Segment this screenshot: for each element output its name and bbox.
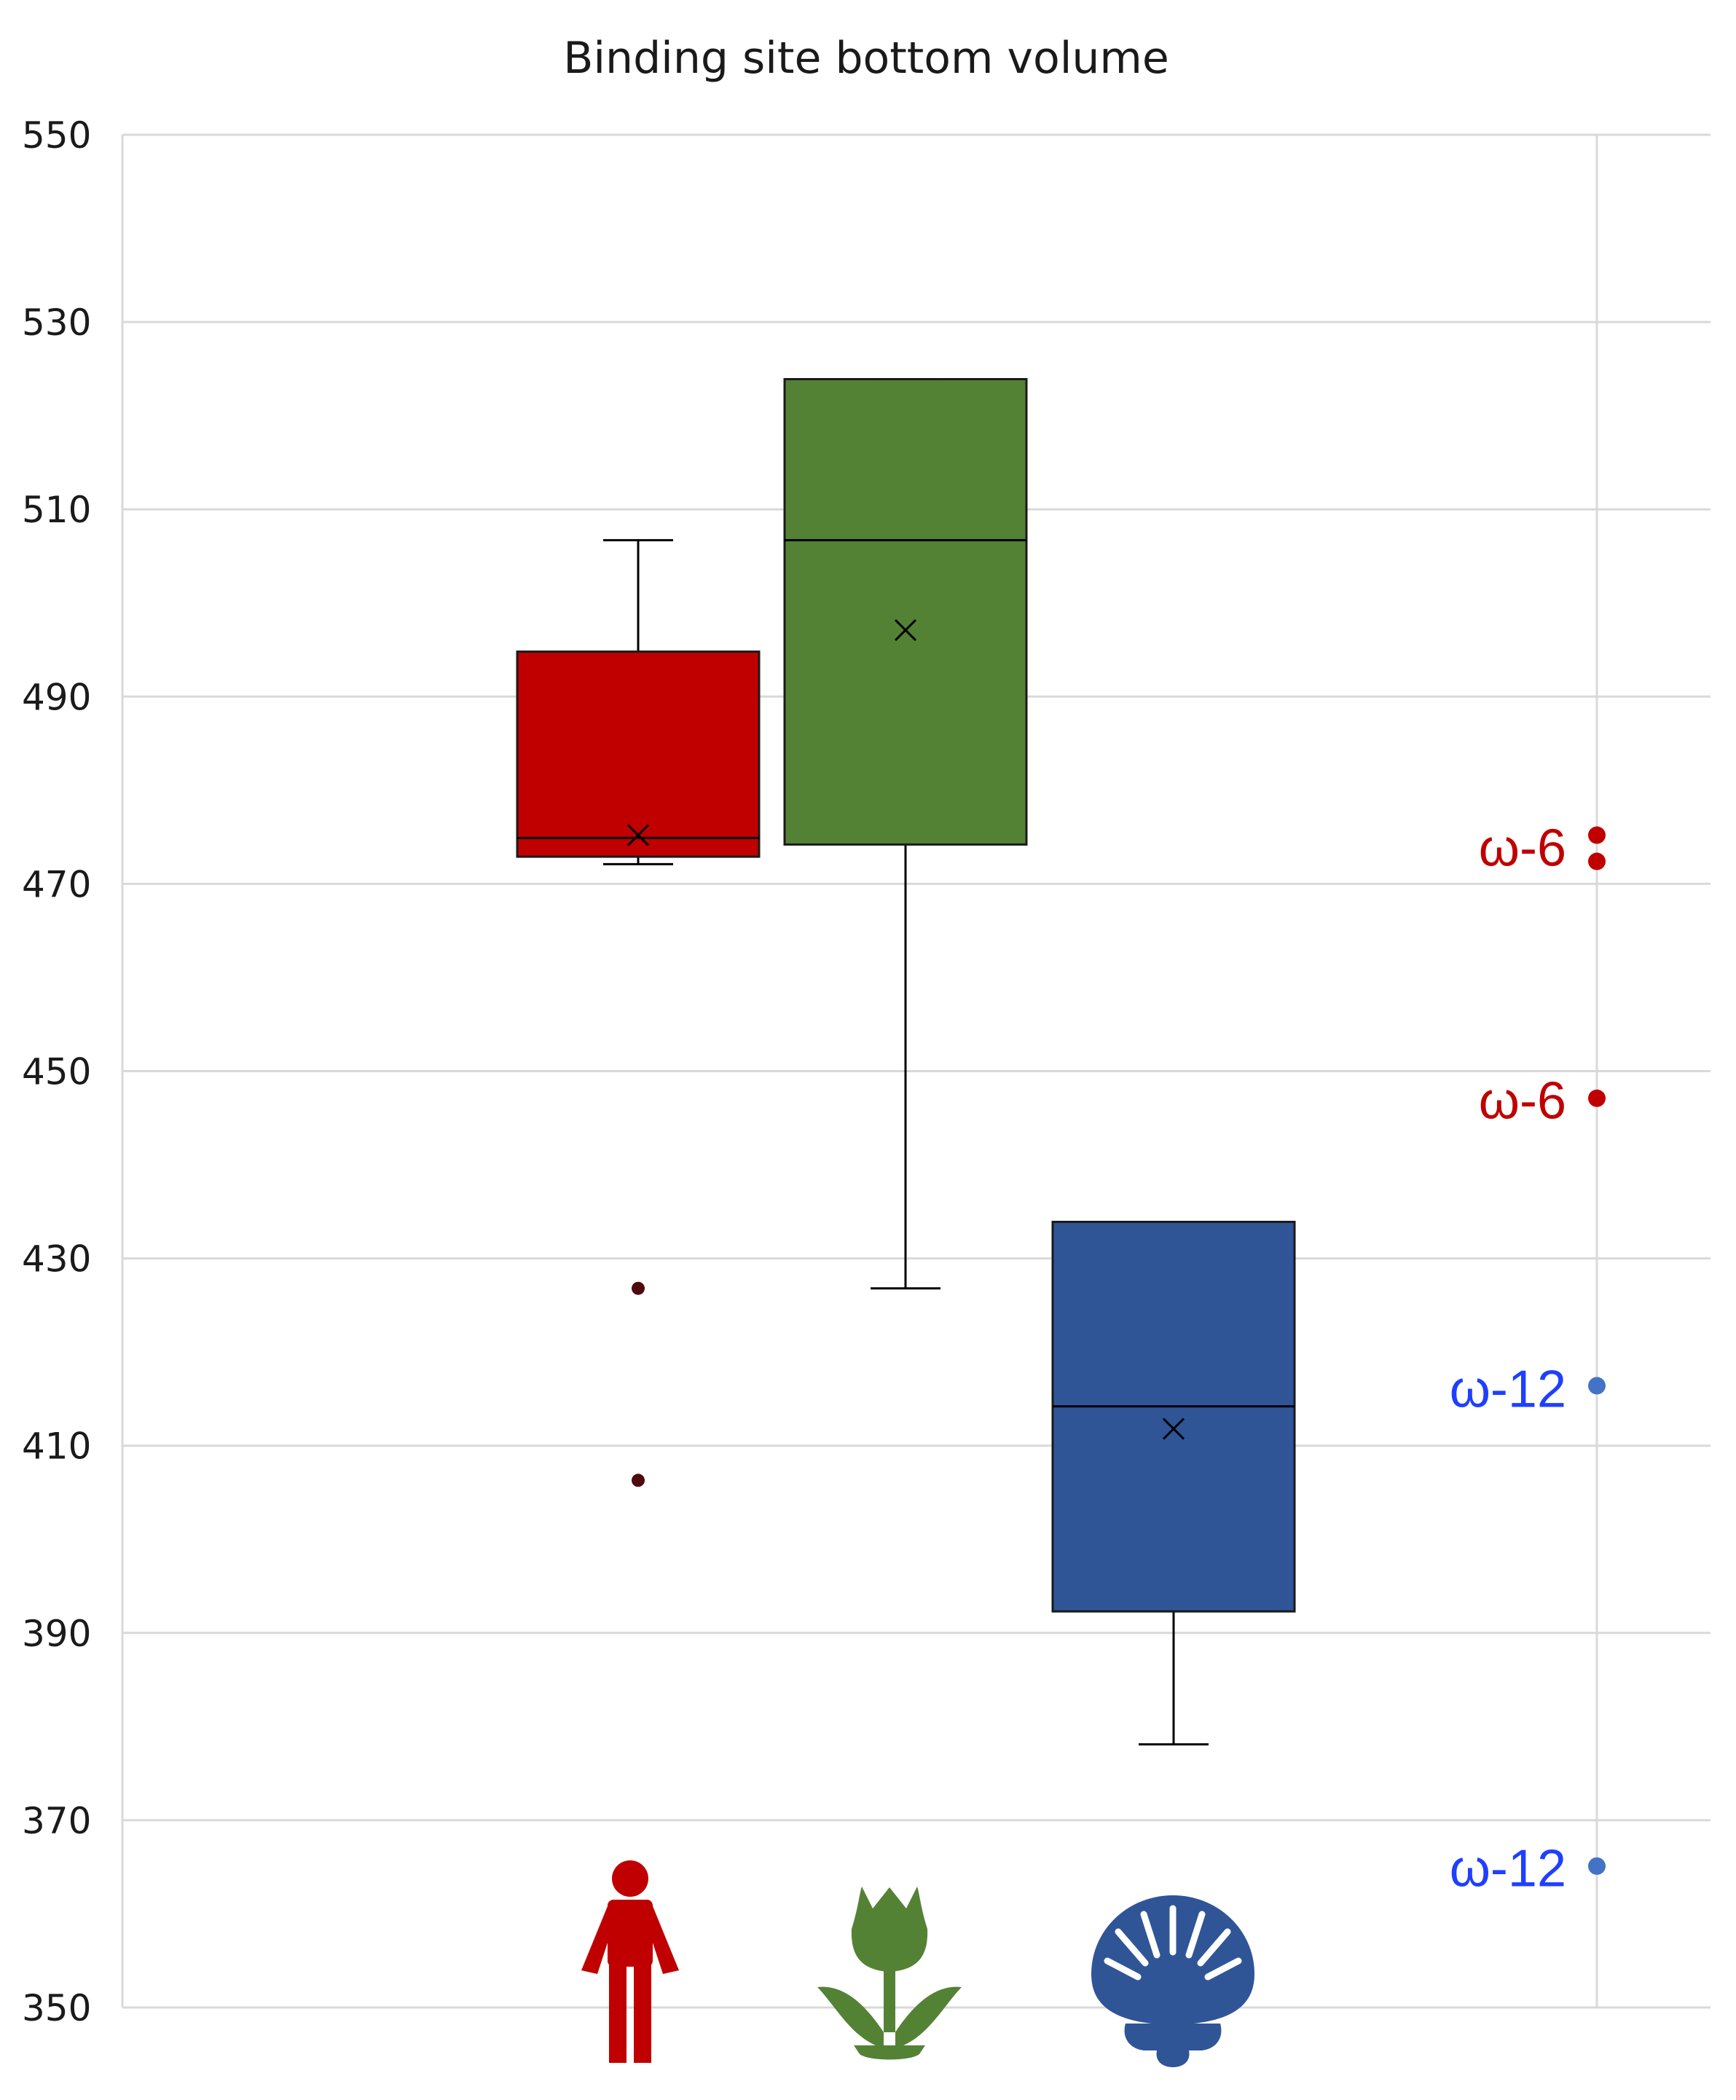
annotation-label: ω-6 [1479,819,1566,878]
outlier-point [632,1281,645,1295]
y-tick-label: 430 [22,1238,91,1281]
reference-point [1588,1377,1606,1395]
reference-point [1588,1089,1606,1107]
y-tick-label: 530 [22,302,91,344]
mean-marker [627,824,650,846]
box-iqr [783,378,1028,846]
reference-layer: ω-6 ω-6 ω-12 ω-12 [1450,819,1606,1898]
box-group [783,378,1028,1290]
y-tick-label: 510 [22,489,91,531]
box-layer [516,378,1296,1746]
box-iqr [516,650,761,858]
annotation-label: ω-12 [1450,1840,1566,1898]
annotation-label: ω-6 [1479,1072,1566,1130]
mean-marker [894,618,917,642]
tulip-plant-icon [817,1887,962,2060]
reference-point [1588,1857,1606,1875]
y-tick-label: 350 [22,1987,91,2029]
y-tick-label: 370 [22,1800,91,1842]
y-tick-label: 470 [22,863,91,905]
box-group [1051,1220,1296,1746]
grid-layer: 350 370 390 410 430 450 470 490 510 530 550 [22,114,1711,2029]
y-tick-label: 550 [22,114,91,157]
scallop-shell-icon [1091,1895,1254,2067]
y-tick-label: 390 [22,1613,91,1655]
reference-point [1588,826,1606,844]
y-tick-label: 450 [22,1051,91,1093]
annotation-label: ω-12 [1450,1361,1566,1419]
y-tick-label: 490 [22,676,91,718]
human-figure-icon [581,1860,679,2063]
box-iqr [1051,1220,1296,1613]
outlier-point [632,1474,645,1487]
y-tick-label: 410 [22,1425,91,1468]
box-group [516,539,761,1487]
reference-point [1588,852,1606,870]
mean-marker [1162,1417,1185,1440]
chart-title: Binding site bottom volume [563,33,1169,84]
